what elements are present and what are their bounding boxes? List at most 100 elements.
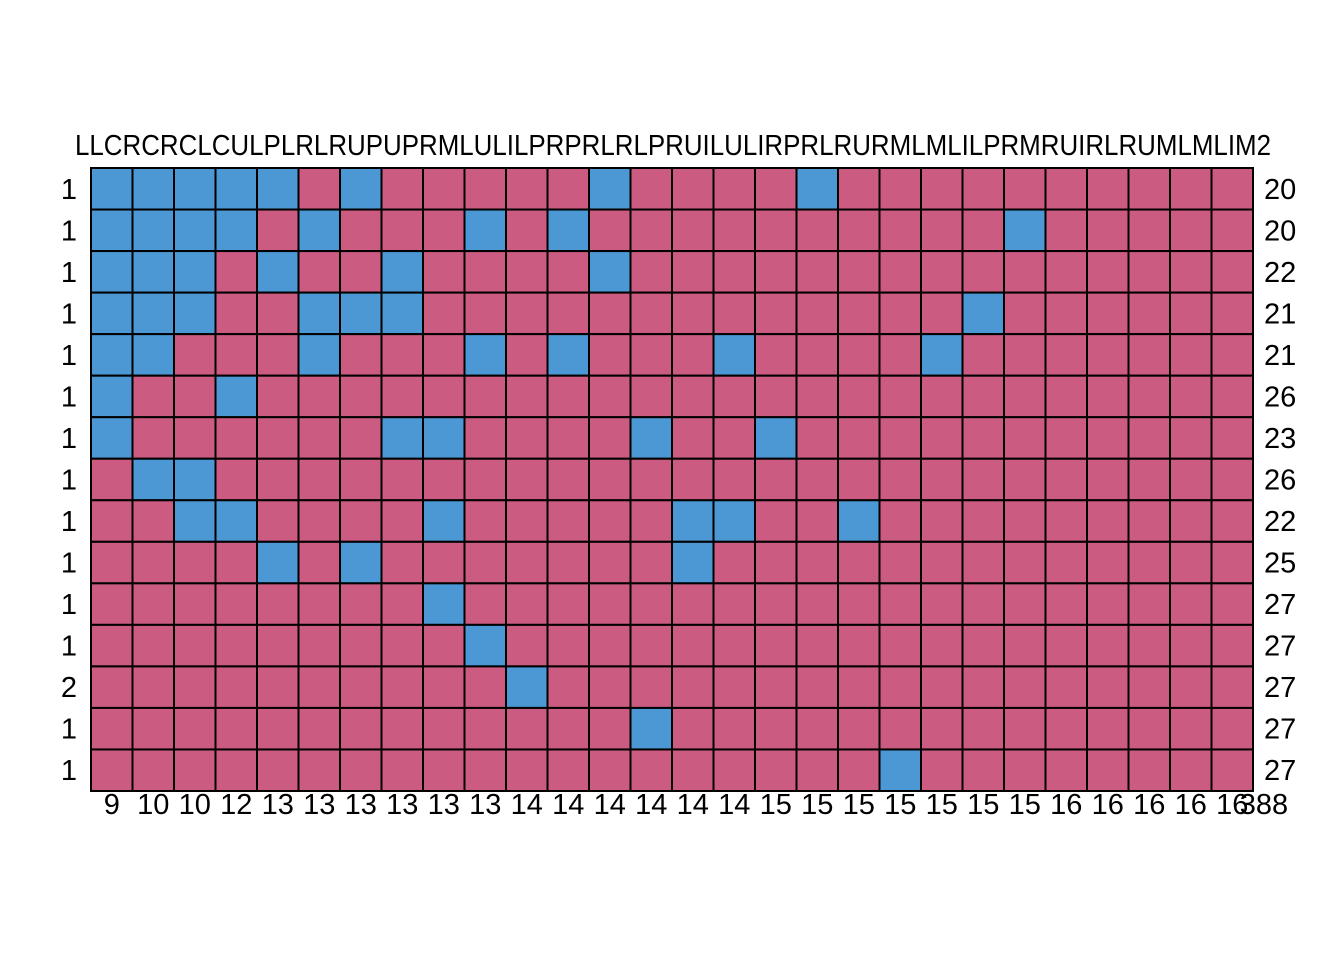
pattern-cell <box>214 167 258 211</box>
pattern-cell <box>1127 623 1171 668</box>
pattern-cell <box>878 706 922 751</box>
pattern-cell <box>1210 623 1254 668</box>
pattern-cell <box>1210 582 1254 626</box>
pattern-cell <box>588 540 632 585</box>
pattern-cell <box>90 457 134 502</box>
pattern-cell <box>1086 333 1130 377</box>
pattern-cell <box>1044 748 1088 792</box>
column-total-label: 10 <box>137 789 169 821</box>
pattern-cell <box>754 291 798 336</box>
pattern-cell <box>297 499 341 543</box>
column-total-label: 13 <box>428 789 460 821</box>
pattern-cell <box>1127 748 1171 792</box>
pattern-cell <box>671 623 715 668</box>
pattern-cell <box>256 167 300 211</box>
column-total-label: 12 <box>220 789 252 821</box>
pattern-cell <box>297 208 341 253</box>
pattern-cell <box>961 291 1005 336</box>
pattern-cell <box>339 582 383 626</box>
pattern-cell <box>131 623 175 668</box>
pattern-cell <box>90 416 134 460</box>
pattern-cell <box>546 457 590 502</box>
pattern-cell <box>546 499 590 543</box>
pattern-cell <box>795 748 839 792</box>
column-names-text: LLCRCRCLCULPLRLRUPUPRMLULILPRPRLRLPRUILU… <box>75 130 1271 162</box>
pattern-cell <box>422 706 466 751</box>
pattern-cell <box>795 416 839 460</box>
column-total-label: 14 <box>552 789 584 821</box>
pattern-cell <box>671 706 715 751</box>
pattern-cell <box>588 250 632 294</box>
pattern-cell <box>297 167 341 211</box>
pattern-cell <box>1044 416 1088 460</box>
pattern-cell <box>1044 167 1088 211</box>
row-count-label: 1 <box>61 298 77 330</box>
pattern-cell <box>920 457 964 502</box>
pattern-cell <box>754 499 798 543</box>
pattern-cell <box>339 208 383 253</box>
row-count-label: 1 <box>61 423 77 455</box>
pattern-cell <box>505 333 549 377</box>
column-total-label: 15 <box>926 789 958 821</box>
pattern-cell <box>505 457 549 502</box>
pattern-cell <box>173 457 217 502</box>
pattern-cell <box>754 665 798 709</box>
pattern-cell <box>297 333 341 377</box>
column-total-label: 16 <box>1216 789 1248 821</box>
pattern-cell <box>463 208 507 253</box>
pattern-cell <box>1169 291 1213 336</box>
pattern-cell <box>837 582 881 626</box>
pattern-cell <box>1003 582 1047 626</box>
pattern-cell <box>1044 582 1088 626</box>
row-count-label: 2 <box>61 672 77 704</box>
pattern-cell <box>1169 706 1213 751</box>
pattern-cell <box>1044 499 1088 543</box>
pattern-cell <box>173 499 217 543</box>
pattern-cell <box>463 540 507 585</box>
row-count-label: 1 <box>61 506 77 538</box>
pattern-cell <box>878 250 922 294</box>
pattern-cell <box>173 374 217 419</box>
pattern-cell <box>712 706 756 751</box>
pattern-cell <box>339 416 383 460</box>
pattern-cell <box>712 623 756 668</box>
pattern-cell <box>422 291 466 336</box>
pattern-cell <box>422 374 466 419</box>
pattern-cell <box>1003 665 1047 709</box>
pattern-cell <box>90 208 134 253</box>
pattern-cell <box>256 208 300 253</box>
pattern-cell <box>961 499 1005 543</box>
pattern-cell <box>463 748 507 792</box>
pattern-cell <box>629 374 673 419</box>
pattern-cell <box>256 250 300 294</box>
pattern-cell <box>920 291 964 336</box>
pattern-cell <box>214 623 258 668</box>
pattern-cell <box>422 623 466 668</box>
pattern-cell <box>712 748 756 792</box>
pattern-cell <box>1210 416 1254 460</box>
pattern-cell <box>1210 167 1254 211</box>
pattern-cell <box>795 208 839 253</box>
pattern-cell <box>754 457 798 502</box>
pattern-cell <box>380 748 424 792</box>
pattern-cell <box>671 499 715 543</box>
row-count-label: 1 <box>61 340 77 372</box>
column-total-label: 16 <box>1133 789 1165 821</box>
pattern-cell <box>339 540 383 585</box>
pattern-cell <box>380 208 424 253</box>
pattern-cell <box>173 333 217 377</box>
row-count-label: 1 <box>61 381 77 413</box>
pattern-cell <box>422 457 466 502</box>
pattern-cell <box>297 706 341 751</box>
pattern-cell <box>920 582 964 626</box>
pattern-cell <box>90 499 134 543</box>
pattern-cell <box>131 582 175 626</box>
pattern-cell <box>1003 291 1047 336</box>
pattern-cell <box>1044 706 1088 751</box>
column-total-label: 13 <box>345 789 377 821</box>
pattern-cell <box>588 167 632 211</box>
column-total-label: 13 <box>469 789 501 821</box>
pattern-cell <box>463 665 507 709</box>
pattern-cell <box>546 665 590 709</box>
